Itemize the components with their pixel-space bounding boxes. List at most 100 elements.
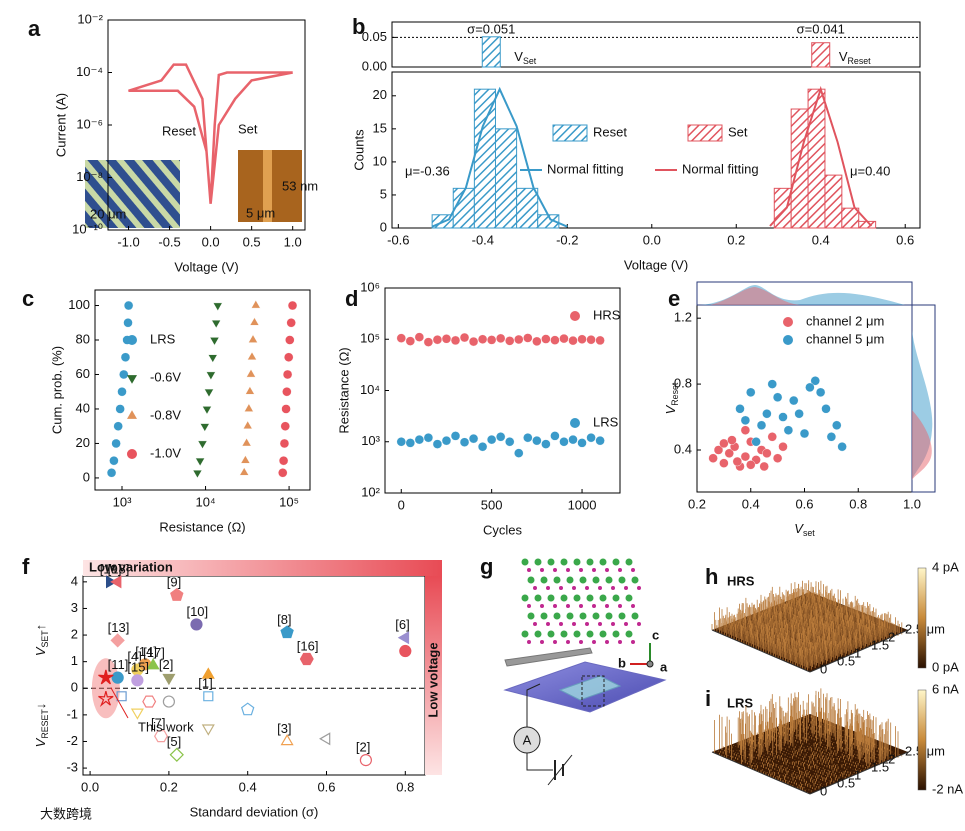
- marker: [212, 302, 223, 312]
- y-tick-label: 10: [373, 153, 387, 168]
- map-tick: 1: [854, 767, 861, 782]
- x-tick-label: 10⁵: [279, 494, 299, 509]
- atom: [599, 558, 607, 566]
- marker: [732, 456, 743, 467]
- legend-label: Set: [728, 124, 748, 139]
- y-tick-label: 10⁻⁶: [76, 116, 103, 131]
- title-arrow: ↑: [33, 624, 48, 631]
- atom: [560, 594, 568, 602]
- marker: [98, 669, 114, 685]
- marker: [477, 442, 488, 452]
- atom: [611, 622, 615, 626]
- x-tick-label: 1.0: [284, 234, 302, 249]
- marker: [432, 334, 443, 345]
- annotation: μ=-0.36: [405, 163, 450, 178]
- marker: [120, 352, 131, 362]
- marker: [450, 431, 461, 441]
- x-tick-label: 0.2: [727, 232, 745, 247]
- y-tick-label: 0: [380, 219, 387, 234]
- legend-marker: [783, 317, 793, 327]
- marker: [778, 412, 788, 422]
- x-tick-label: 0.6: [896, 232, 914, 247]
- marker: [783, 425, 794, 435]
- hist-bar: [494, 128, 518, 229]
- annotation: 53 nm: [282, 178, 318, 193]
- atom: [527, 576, 535, 584]
- bar: [481, 36, 501, 68]
- marker: [559, 437, 569, 447]
- plot-frame: [391, 71, 921, 229]
- colorbar-label: -2 nA: [932, 781, 963, 796]
- atom: [631, 604, 635, 608]
- panel-label: h: [705, 564, 718, 589]
- marker: [815, 387, 826, 398]
- marker: [242, 420, 253, 429]
- atom: [618, 576, 626, 584]
- marker: [130, 708, 144, 720]
- atom: [599, 630, 607, 638]
- marker: [109, 455, 119, 466]
- marker: [280, 421, 290, 431]
- marker: [719, 438, 729, 449]
- marker: [459, 437, 470, 447]
- atom: [540, 576, 548, 584]
- marker: [799, 428, 810, 439]
- atom: [553, 604, 557, 608]
- point-label: [17]: [143, 645, 165, 660]
- y-tick-label: 0: [71, 680, 78, 695]
- point-label: [16]: [297, 638, 319, 653]
- marker: [559, 333, 569, 344]
- point-label: [9]: [167, 575, 181, 590]
- marker: [772, 453, 783, 463]
- marker: [746, 387, 756, 398]
- marker: [113, 421, 123, 431]
- marker: [532, 336, 542, 347]
- map-title: LRS: [727, 695, 753, 710]
- atom: [540, 604, 544, 608]
- point-label: [2]: [159, 657, 173, 672]
- meter-label: A: [523, 732, 532, 747]
- legend-swatch: [552, 124, 588, 142]
- marker: [280, 734, 294, 746]
- legend-marker: [127, 410, 137, 419]
- flake: [558, 675, 622, 701]
- panel-label: f: [22, 554, 30, 579]
- marker: [282, 369, 293, 380]
- marker: [486, 335, 497, 345]
- marker: [735, 404, 745, 414]
- marker: [146, 658, 160, 670]
- x-tick-label: 10⁴: [196, 494, 216, 509]
- atom: [625, 558, 633, 566]
- colorbar: [917, 689, 927, 791]
- x-tick-label: 0.8: [849, 496, 867, 511]
- x-tick-label: 0.2: [160, 779, 178, 794]
- atom: [637, 586, 641, 590]
- atom: [547, 594, 555, 602]
- marker: [195, 457, 205, 467]
- marker: [111, 438, 121, 449]
- marker: [209, 337, 220, 346]
- marker: [241, 437, 252, 447]
- legend-label: -0.6V: [150, 369, 181, 384]
- point-label: [1]: [198, 676, 212, 691]
- marker: [207, 354, 218, 363]
- hist-bar: [452, 187, 475, 229]
- atom: [534, 558, 542, 566]
- x-tick-label: -0.4: [472, 232, 494, 247]
- atom: [534, 594, 542, 602]
- x-tick-label: -0.2: [556, 232, 578, 247]
- atom: [611, 586, 615, 590]
- marker: [359, 754, 372, 767]
- point-label: [2]: [356, 740, 370, 755]
- atom: [631, 612, 639, 620]
- x-tick-label: 0.0: [81, 779, 99, 794]
- title-main: V: [33, 646, 48, 656]
- legend-marker: [783, 335, 793, 345]
- atom: [521, 558, 529, 566]
- marker: [708, 453, 718, 463]
- axis-title: Voltage (V): [624, 257, 688, 272]
- atom: [521, 630, 529, 638]
- atom: [605, 640, 609, 644]
- atom: [546, 586, 550, 590]
